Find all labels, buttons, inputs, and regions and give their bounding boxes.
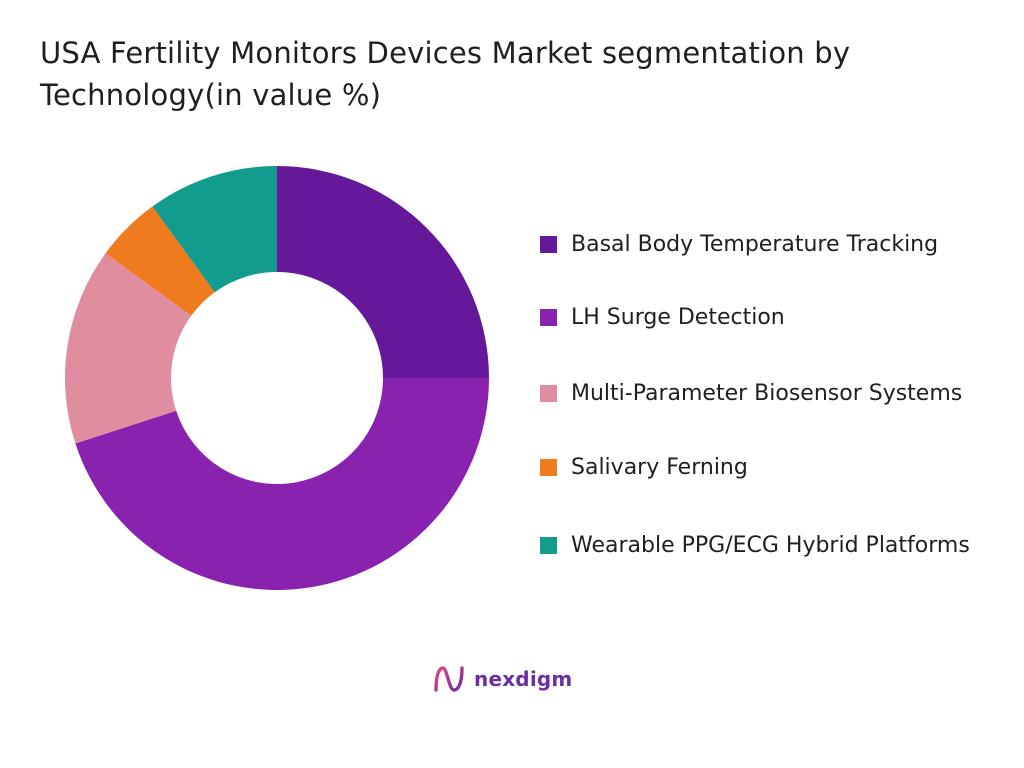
legend-label: LH Surge Detection bbox=[571, 305, 785, 330]
legend-label: Basal Body Temperature Tracking bbox=[571, 232, 939, 257]
nexdigm-logo-icon bbox=[434, 666, 464, 692]
legend-swatch bbox=[540, 309, 557, 326]
donut-slice-lh-surge-detection bbox=[75, 378, 489, 590]
donut-slice-basal-body-temperature-tracking bbox=[277, 166, 489, 378]
legend-label: Salivary Ferning bbox=[571, 455, 748, 480]
donut-slice-salivary-ferning bbox=[105, 206, 215, 316]
brand-name: nexdigm bbox=[474, 667, 573, 691]
legend-item-lh-surge-detection: LH Surge Detection bbox=[540, 301, 971, 335]
legend-item-wearable-ppg-ecg: Wearable PPG/ECG Hybrid Platforms bbox=[540, 529, 971, 563]
legend-swatch bbox=[540, 236, 557, 253]
chart-title: USA Fertility Monitors Devices Market se… bbox=[40, 36, 851, 112]
legend-label: Wearable PPG/ECG Hybrid Platforms bbox=[571, 533, 970, 558]
legend-label: Multi-Parameter Biosensor Systems bbox=[571, 381, 963, 406]
brand-logo: nexdigm bbox=[432, 662, 572, 696]
legend-swatch bbox=[540, 537, 557, 554]
legend-item-basal-body-temperature: Basal Body Temperature Tracking bbox=[540, 228, 971, 262]
legend-swatch bbox=[540, 385, 557, 402]
legend-item-salivary-ferning: Salivary Ferning bbox=[540, 451, 971, 485]
legend-swatch bbox=[540, 459, 557, 476]
donut-slice-wearable-ppg-ecg-hybrid-platforms bbox=[152, 166, 277, 293]
donut-slice-multi-parameter-biosensor-systems bbox=[64, 253, 192, 444]
legend-item-multi-parameter-biosensor: Multi-Parameter Biosensor Systems bbox=[540, 377, 971, 411]
donut-chart bbox=[64, 166, 489, 590]
